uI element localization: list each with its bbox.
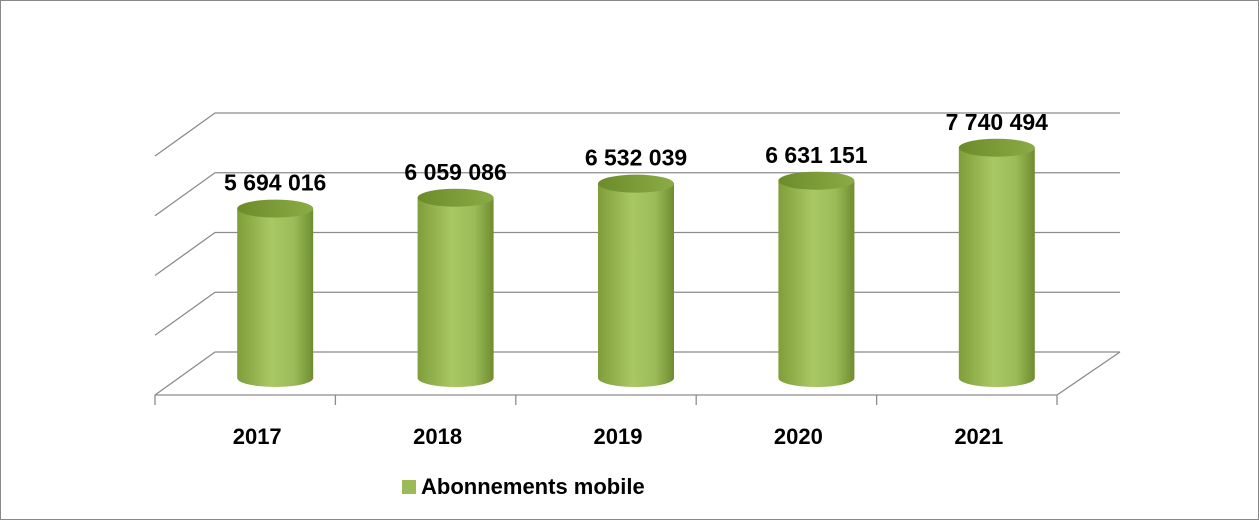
- x-tick-label: 2017: [233, 424, 282, 449]
- cylinder-body: [958, 147, 1035, 387]
- data-label: 7 740 494: [946, 109, 1049, 135]
- grid-line: [154, 112, 1120, 157]
- cylinder-top: [237, 199, 314, 218]
- legend-label: Abonnements mobile: [421, 474, 645, 499]
- cylinder-body: [778, 180, 855, 387]
- data-label: 6 532 039: [585, 145, 687, 171]
- data-label: 6 631 151: [765, 142, 868, 168]
- x-tick-label: 2019: [594, 424, 643, 449]
- cylinder-body: [237, 208, 314, 387]
- legend-swatch: [402, 480, 416, 494]
- x-tick-label: 2020: [774, 424, 823, 449]
- cylinder-top: [417, 188, 494, 207]
- x-tick-label: 2021: [954, 424, 1003, 449]
- cylinder-top: [958, 138, 1035, 157]
- x-tick-label: 2018: [413, 424, 462, 449]
- cylinder-body: [417, 197, 494, 387]
- cylinder-top: [778, 171, 855, 190]
- data-label: 6 059 086: [404, 159, 506, 185]
- cylinder-top: [598, 174, 674, 193]
- data-label: 5 694 016: [224, 170, 326, 196]
- cylinder-body: [598, 183, 674, 387]
